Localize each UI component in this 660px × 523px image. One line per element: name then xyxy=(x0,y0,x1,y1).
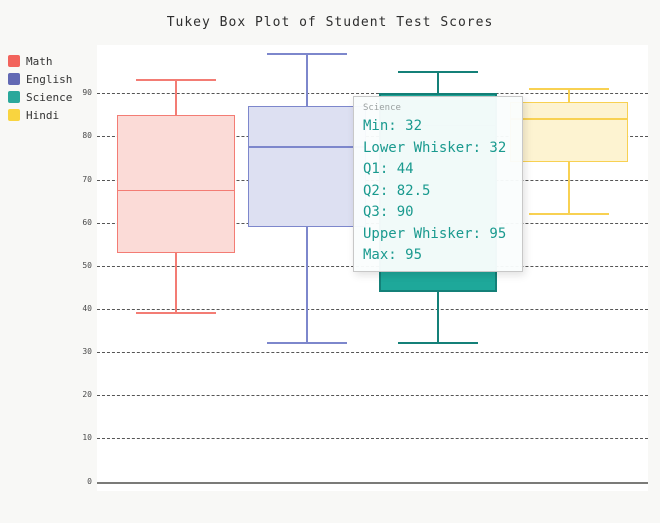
upper-whisker-cap xyxy=(267,53,347,56)
median-line xyxy=(510,118,628,120)
gridline-90 xyxy=(97,93,648,95)
lower-whisker-stem xyxy=(175,252,177,314)
lower-whisker-stem xyxy=(437,291,439,344)
y-tick-label-70: 70 xyxy=(82,174,92,184)
boxplot-math[interactable] xyxy=(97,45,648,491)
chart-title: Tukey Box Plot of Student Test Scores xyxy=(166,15,494,30)
tooltip-upper-whisker: Upper Whisker: 95 xyxy=(363,225,507,242)
upper-whisker-cap xyxy=(136,79,216,82)
lower-whisker-cap xyxy=(529,213,609,216)
gridline-30 xyxy=(97,352,648,354)
legend-item-hindi[interactable]: Hindi xyxy=(8,106,72,124)
lower-whisker-cap xyxy=(398,342,478,345)
gridline-20 xyxy=(97,395,648,397)
legend-swatch-english xyxy=(8,73,20,85)
tooltip-q3: Q3: 90 xyxy=(363,204,414,220)
median-line xyxy=(248,146,366,148)
lower-whisker-cap xyxy=(267,342,347,345)
boxplot-english[interactable] xyxy=(97,45,648,491)
gridline-40 xyxy=(97,308,648,310)
legend-swatch-hindi xyxy=(8,109,20,121)
y-tick-label-50: 50 xyxy=(82,260,92,270)
upper-whisker-stem xyxy=(175,80,177,115)
legend-swatch-math xyxy=(8,55,20,67)
tooltip-q2: Q2: 82.5 xyxy=(363,182,431,199)
tooltip-max: Max: 95 xyxy=(363,247,423,263)
y-tick-label-80: 80 xyxy=(82,131,92,141)
legend-label: Hindi xyxy=(26,108,60,122)
iqr-box[interactable] xyxy=(248,106,366,227)
tooltip-lower-whisker: Lower Whisker: 32 xyxy=(363,139,507,156)
lower-whisker-stem xyxy=(568,162,570,215)
legend-item-english[interactable]: English xyxy=(8,70,72,88)
y-tick-label-90: 90 xyxy=(82,88,92,98)
upper-whisker-cap xyxy=(398,70,478,73)
tooltip-min: Min: 32 xyxy=(363,118,423,134)
y-tick-label-20: 20 xyxy=(82,390,92,400)
tooltip-series-name: Science xyxy=(363,103,401,113)
legend-item-science[interactable]: Science xyxy=(8,88,72,106)
iqr-box[interactable] xyxy=(117,114,235,253)
y-tick-label-60: 60 xyxy=(82,217,92,227)
median-line xyxy=(117,189,235,192)
lower-whisker-cap xyxy=(136,312,216,315)
y-tick-label-30: 30 xyxy=(82,347,92,357)
gridline-10 xyxy=(97,438,648,440)
y-tick-label-0: 0 xyxy=(87,476,92,486)
upper-whisker-stem xyxy=(568,88,570,102)
legend-label: Science xyxy=(26,90,73,104)
legend-swatch-science xyxy=(8,91,20,103)
gridline-0 xyxy=(97,481,648,484)
upper-whisker-stem xyxy=(437,71,439,94)
upper-whisker-cap xyxy=(529,87,609,90)
lower-whisker-stem xyxy=(306,227,308,344)
legend: Math English Science Hindi xyxy=(8,52,72,124)
y-tick-label-10: 10 xyxy=(82,433,92,443)
boxplot-hindi[interactable] xyxy=(97,45,648,491)
upper-whisker-stem xyxy=(306,54,308,107)
legend-item-math[interactable]: Math xyxy=(8,52,72,70)
legend-label: Math xyxy=(26,54,53,68)
tooltip-q1: Q1: 44 xyxy=(363,161,414,177)
legend-label: English xyxy=(26,72,73,86)
y-tick-label-40: 40 xyxy=(82,303,92,313)
tooltip: Science Min: 32 Lower Whisker: 32 Q1: 44… xyxy=(353,96,523,272)
iqr-box[interactable] xyxy=(510,101,628,163)
